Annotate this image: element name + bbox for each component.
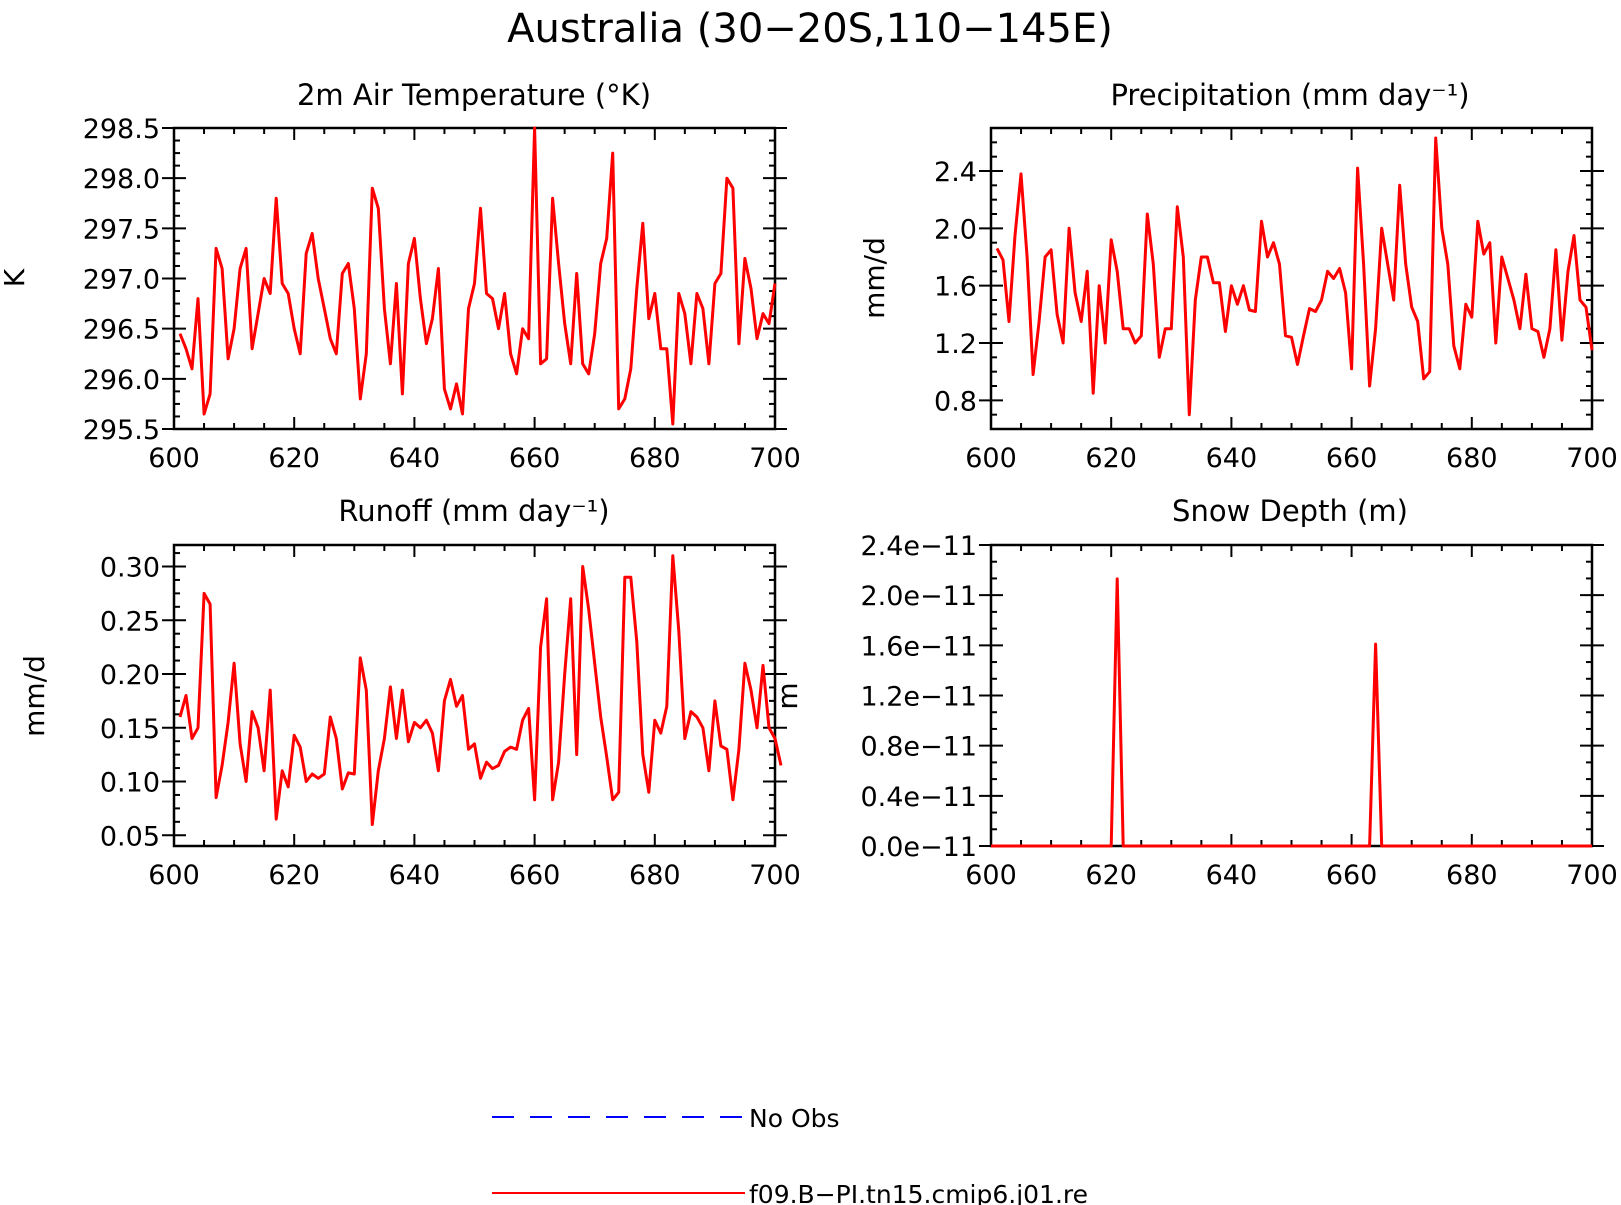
temperature-xtick-label: 600: [148, 443, 200, 474]
precipitation-ytick-label: 2.4: [934, 157, 977, 188]
precipitation-ylabel: mm/d: [858, 237, 891, 319]
temperature-ytick-label: 295.5: [83, 415, 160, 446]
snow-depth-ytick-label: 0.4e−11: [860, 782, 977, 813]
snow-depth-panel: Snow Depth (m) m 600 620 640 660 680 700 0.0e−…: [771, 494, 1618, 891]
snow-depth-xtick-label: 600: [965, 860, 1017, 891]
runoff-ytick-label: 0.15: [100, 714, 160, 745]
runoff-xtick-label: 680: [629, 860, 681, 891]
temperature-ylabel: K: [0, 268, 31, 287]
runoff-title: Runoff (mm day⁻¹): [338, 494, 609, 528]
runoff-xtick-label: 600: [148, 860, 200, 891]
precipitation-panel: Precipitation (mm day⁻¹) mm/d 600 620 640 6…: [858, 78, 1618, 474]
runoff-xtick-label: 620: [268, 860, 320, 891]
temperature-panel: 2m Air Temperature (°K) K 600 620 640 660 68…: [0, 78, 801, 474]
snow-depth-series-line: [991, 577, 1592, 848]
temperature-ytick-label: 298.5: [83, 114, 160, 145]
snow-depth-title: Snow Depth (m): [1172, 494, 1408, 528]
temperature-ytick-label: 297.5: [83, 214, 160, 245]
runoff-ytick-label: 0.05: [100, 821, 160, 852]
temperature-title: 2m Air Temperature (°K): [297, 78, 651, 112]
snow-depth-xtick-label: 640: [1206, 860, 1258, 891]
runoff-ytick-label: 0.20: [100, 660, 160, 691]
runoff-series-line: [178, 554, 783, 826]
precipitation-series-line: [995, 136, 1594, 417]
snow-depth-ytick-label: 0.0e−11: [860, 832, 977, 863]
snow-depth-xtick-label: 620: [1085, 860, 1137, 891]
snow-depth-plot-frame: [989, 543, 1594, 848]
precipitation-xtick-label: 660: [1326, 443, 1378, 474]
temperature-xtick-label: 640: [389, 443, 441, 474]
precipitation-ytick-label: 1.6: [934, 272, 977, 303]
snow-depth-xtick-label: 660: [1326, 860, 1378, 891]
temperature-xtick-label: 660: [509, 443, 561, 474]
precipitation-ytick-label: 0.8: [934, 386, 977, 417]
runoff-xtick-label: 640: [389, 860, 441, 891]
temperature-xtick-label: 700: [749, 443, 801, 474]
snow-depth-ylabel: m: [771, 682, 804, 709]
runoff-panel: Runoff (mm day⁻¹) mm/d 600 620 640 660 680 70…: [18, 494, 801, 891]
snow-depth-ytick-label: 2.4e−11: [860, 531, 977, 562]
runoff-xtick-label: 660: [509, 860, 561, 891]
temperature-ytick-label: 297.0: [83, 265, 160, 296]
precipitation-xtick-label: 700: [1566, 443, 1618, 474]
precipitation-plot-frame: [989, 126, 1594, 431]
precipitation-xtick-label: 620: [1085, 443, 1137, 474]
figure-title: Australia (30−20S,110−145E): [507, 6, 1113, 52]
precipitation-title: Precipitation (mm day⁻¹): [1110, 78, 1469, 112]
precipitation-ytick-label: 2.0: [934, 214, 977, 245]
temperature-xtick-label: 680: [629, 443, 681, 474]
temperature-ytick-label: 296.5: [83, 315, 160, 346]
legend-label-no-obs: No Obs: [749, 1104, 840, 1133]
snow-depth-ytick-label: 1.6e−11: [860, 631, 977, 662]
precipitation-xtick-label: 640: [1206, 443, 1258, 474]
runoff-ytick-label: 0.25: [100, 606, 160, 637]
runoff-ytick-label: 0.30: [100, 553, 160, 584]
runoff-plot-frame: [172, 543, 777, 848]
temperature-series-line: [178, 126, 777, 426]
snow-depth-ytick-label: 2.0e−11: [860, 581, 977, 612]
legend: No Obs f09.B−PI.tn15.cmip6.j01.re: [492, 1104, 1088, 1205]
snow-depth-ytick-label: 0.8e−11: [860, 732, 977, 763]
runoff-ylabel: mm/d: [18, 655, 51, 737]
precipitation-xtick-label: 680: [1446, 443, 1498, 474]
legend-label-model: f09.B−PI.tn15.cmip6.j01.re: [749, 1180, 1088, 1205]
temperature-xtick-label: 620: [268, 443, 320, 474]
runoff-xtick-label: 700: [749, 860, 801, 891]
snow-depth-xtick-label: 680: [1446, 860, 1498, 891]
temperature-ytick-label: 296.0: [83, 365, 160, 396]
temperature-ytick-label: 298.0: [83, 164, 160, 195]
precipitation-ytick-label: 1.2: [934, 329, 977, 360]
runoff-ytick-label: 0.10: [100, 768, 160, 799]
snow-depth-xtick-label: 700: [1566, 860, 1618, 891]
snow-depth-ytick-label: 1.2e−11: [860, 682, 977, 713]
precipitation-xtick-label: 600: [965, 443, 1017, 474]
